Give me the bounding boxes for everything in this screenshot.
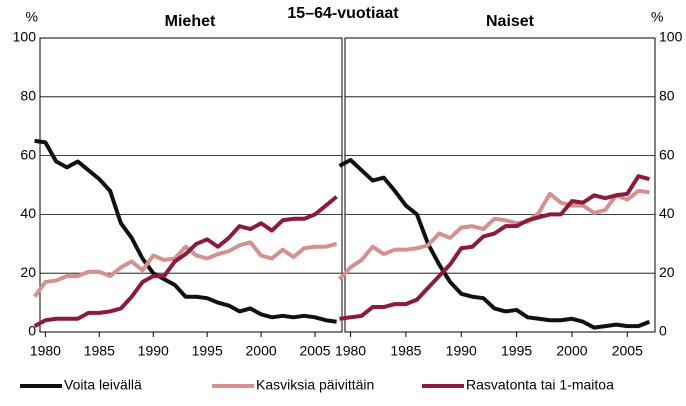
y-tick-label: 100 [13, 29, 37, 45]
plot-frame [39, 37, 343, 333]
series-line [338, 158, 651, 330]
panel-title: Naiset [486, 13, 535, 30]
series-line [338, 188, 650, 281]
legend-label: Rasvatonta tai 1-maitoa [466, 377, 614, 393]
x-tick-label: 2000 [556, 343, 587, 359]
x-tick-label: 1980 [30, 343, 61, 359]
series-line [32, 240, 338, 298]
x-tick-label: 1995 [501, 343, 532, 359]
x-tick-label: 1995 [192, 343, 223, 359]
y-axis-label: % [651, 9, 663, 25]
legend-label: Voita leivällä [64, 377, 142, 393]
y-tick-label: 20 [20, 264, 36, 280]
series-line [33, 195, 338, 328]
y-tick-label: 60 [20, 146, 36, 162]
panel-title: Miehet [165, 13, 216, 30]
series-line [339, 174, 650, 321]
series-line [34, 138, 337, 324]
x-tick-label: 1990 [138, 343, 169, 359]
x-tick-label: 2000 [246, 343, 277, 359]
legend-label: Kasviksia päivittäin [256, 377, 374, 393]
x-tick-label: 2005 [612, 343, 643, 359]
x-tick-label: 1985 [390, 343, 421, 359]
y-tick-label: 40 [659, 205, 675, 221]
plot-frame [344, 37, 656, 333]
x-tick-label: 2005 [299, 343, 330, 359]
y-tick-label: 80 [659, 88, 675, 104]
y-tick-label: 40 [20, 205, 36, 221]
chart-title: 15–64-vuotiaat [287, 5, 399, 22]
y-tick-label: 20 [659, 264, 675, 280]
y-tick-label: 80 [20, 88, 36, 104]
y-axis-label: % [26, 9, 38, 25]
y-tick-label: 0 [28, 323, 36, 339]
x-tick-label: 1990 [446, 343, 477, 359]
x-tick-label: 1985 [84, 343, 115, 359]
y-tick-label: 100 [659, 29, 683, 45]
y-tick-label: 0 [659, 323, 667, 339]
x-tick-label: 1980 [335, 343, 366, 359]
y-tick-label: 60 [659, 146, 675, 162]
